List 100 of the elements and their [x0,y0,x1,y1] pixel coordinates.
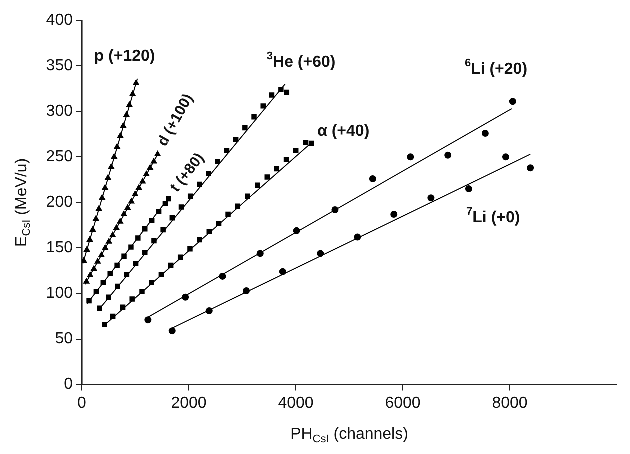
point [82,257,88,263]
point [117,218,124,224]
point [99,194,106,200]
point [149,218,155,224]
point [121,211,128,217]
y-axis-title: ECsI (MeV/u) [13,158,33,247]
y-tick-label: 200 [46,194,74,212]
x-tick-label: 2000 [171,394,207,412]
point [86,298,92,304]
point [140,178,146,184]
point [115,284,120,290]
point [106,294,112,300]
point [84,278,90,284]
y-tick-label: 350 [46,58,74,75]
point [136,236,141,241]
point [465,186,472,193]
y-tick-label: 400 [46,12,74,30]
point [120,304,126,310]
point [182,294,190,301]
point [152,238,157,244]
point [260,104,266,109]
point [278,87,284,92]
point [369,176,376,183]
x-tick-label: 6000 [385,394,421,412]
point [332,206,339,214]
point [269,92,275,98]
point [140,289,145,295]
point [509,98,516,106]
point [136,184,142,190]
point [86,236,94,242]
point [158,272,164,278]
point [264,174,270,180]
point [444,152,452,159]
point [133,261,139,266]
x-tick-label: 8000 [492,394,528,412]
y-tick-label: 150 [46,240,74,257]
point [407,154,414,161]
point [279,268,286,276]
point [428,194,435,202]
point [96,206,102,212]
x-tick-label: 4000 [278,394,314,412]
point [154,150,161,156]
point [284,157,290,163]
point [87,272,94,278]
point [144,316,152,324]
point [224,148,230,154]
y-tick-label: 300 [46,103,74,120]
point [105,174,112,180]
point [168,328,176,335]
point [188,194,194,199]
series-label: p (+120) [94,48,156,65]
point [166,196,172,202]
point [114,224,120,230]
point [126,102,133,108]
point [93,216,100,222]
point [98,252,105,258]
point [110,232,116,238]
point [303,140,309,146]
point [188,246,193,252]
point [108,164,115,170]
point [130,296,135,302]
point [293,148,299,154]
point [120,122,127,128]
point [235,204,241,209]
point [162,200,168,206]
y-tick-label: 0 [64,376,74,394]
point [206,170,212,176]
point [91,266,98,272]
point [170,216,176,221]
point [293,227,300,234]
point [106,238,112,244]
point [132,191,138,197]
point [147,164,154,170]
point [130,90,136,96]
point [128,198,135,204]
point [94,289,100,295]
point [142,226,148,232]
point [390,211,398,218]
point [100,280,106,286]
point [143,170,150,176]
point [102,322,108,328]
point [252,114,257,120]
point [178,254,184,260]
point [242,125,248,131]
point [216,221,222,226]
point [124,204,131,210]
point [206,229,212,234]
point [114,144,120,150]
point [233,137,239,142]
point [178,204,184,210]
point [97,306,102,311]
point [124,272,130,278]
point [482,130,489,137]
point [150,158,158,164]
point [102,184,108,190]
point [114,262,120,268]
y-tick-label: 250 [46,148,74,166]
point [197,237,202,243]
point [274,166,280,172]
point [245,194,250,199]
